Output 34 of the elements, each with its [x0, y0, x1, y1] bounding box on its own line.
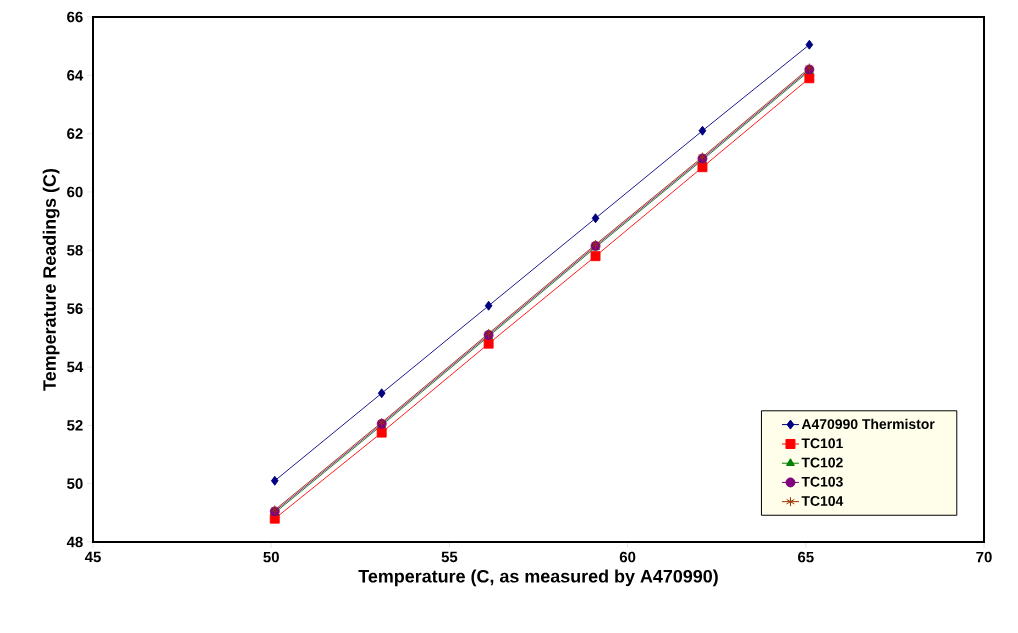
x-tick-label: 45 — [84, 551, 101, 563]
y-axis-title: Temperature Readings (C) — [42, 168, 60, 391]
point — [697, 162, 708, 173]
y-tick-label: 62 — [67, 128, 83, 139]
y-tick-label: 54 — [67, 361, 84, 373]
x-axis-title: Temperature (C, as measured by A470990) — [358, 569, 718, 587]
y-tick-label: 60 — [67, 186, 83, 198]
x-tick-label: 70 — [976, 551, 992, 563]
point — [805, 39, 814, 50]
legend-label: TC104 — [801, 496, 844, 506]
point — [270, 475, 279, 486]
legend-label: TC101 — [801, 438, 843, 449]
y-tick-label: 56 — [67, 303, 83, 314]
point — [484, 300, 493, 311]
legend-label: TC102 — [801, 457, 843, 468]
point — [376, 427, 387, 438]
point — [590, 251, 601, 262]
point — [483, 338, 494, 349]
x-tick-label: 55 — [441, 551, 458, 563]
x-tick-label: 50 — [263, 551, 279, 563]
point — [377, 388, 386, 399]
y-tick-label: 52 — [67, 420, 83, 431]
x-tick-label: 65 — [798, 551, 814, 563]
y-tick-label: 64 — [67, 70, 84, 81]
y-tick-label: 48 — [66, 536, 83, 548]
legend-label: A470990 Thermistor — [801, 418, 935, 430]
point — [698, 125, 707, 136]
y-tick-label: 50 — [67, 478, 83, 489]
point — [591, 213, 600, 224]
y-tick-label: 66 — [67, 11, 83, 23]
y-tick-label: 58 — [67, 245, 83, 256]
x-tick-label: 60 — [619, 551, 636, 563]
point — [804, 73, 815, 84]
legend-label: TC103 — [801, 476, 843, 487]
